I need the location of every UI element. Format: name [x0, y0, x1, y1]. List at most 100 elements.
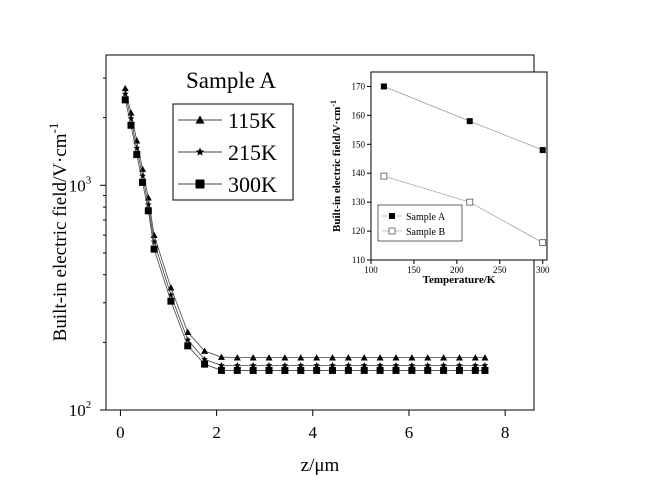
- series-115k-point: [313, 354, 321, 361]
- series-300k-point: [281, 366, 289, 374]
- legend-marker-215k: [195, 147, 205, 156]
- series-300k-point: [392, 366, 400, 374]
- series-115k-point: [144, 194, 152, 201]
- series-115k-point: [265, 354, 273, 361]
- series-300k-point: [249, 366, 257, 374]
- series-300k-point: [408, 366, 416, 374]
- main-x-axis-label: z/μm: [301, 455, 340, 476]
- series-115k-point: [297, 354, 305, 361]
- series-115k-point: [455, 354, 463, 361]
- inset-y-axis-label: Built-in electric field/V·cm-1: [329, 100, 343, 232]
- series-215k-point: [233, 361, 241, 369]
- series-300k-point: [376, 366, 384, 374]
- series-115k-point: [376, 354, 384, 361]
- series-215k-point: [329, 361, 336, 369]
- series-300k-point: [133, 151, 141, 159]
- series-215k-point: [218, 361, 225, 369]
- main-x-tick-label: 4: [309, 423, 318, 442]
- series-115k-point: [281, 354, 289, 361]
- inset-sample-a-point: [466, 118, 473, 125]
- series-115k-point: [360, 354, 368, 361]
- series-115k-point: [408, 354, 416, 361]
- main-legend-title: Sample A: [186, 68, 276, 93]
- inset-y-axis-label-text: Built-in electric field/V·cm: [331, 107, 343, 232]
- inset-sample-b-point: [539, 239, 547, 247]
- main-y-tick-label: 102: [69, 399, 92, 420]
- series-300k-point: [121, 96, 129, 104]
- series-115k-point: [121, 84, 129, 92]
- inset-y-tick-label: 160: [352, 110, 366, 120]
- inset-legend-marker-sample-a: [389, 213, 395, 219]
- series-215k-point: [144, 201, 152, 208]
- main-x-tick-label: 8: [501, 423, 510, 442]
- inset-y-tick-label: 110: [352, 255, 366, 265]
- inset-y-axis-label-exponent: -1: [329, 100, 338, 107]
- main-x-axis: 0 2 4 6 8: [116, 410, 509, 442]
- series-300k-point: [329, 366, 337, 374]
- series-215k-point: [133, 144, 141, 152]
- legend-marker-115k: [195, 115, 205, 124]
- series-300k-point: [201, 360, 209, 368]
- series-215k-point: [392, 361, 400, 369]
- legend-label-215k: 215K: [228, 140, 277, 165]
- series-215k-point: [360, 361, 368, 369]
- series-115k-point: [440, 354, 448, 361]
- series-215k-point: [297, 361, 305, 369]
- series-115k-point: [344, 354, 352, 361]
- main-legend: Sample A 115K 215K 300K: [172, 68, 294, 201]
- inset-sample-b-point: [466, 198, 474, 206]
- series-215k-point: [456, 361, 463, 369]
- series-215k-point: [408, 361, 416, 369]
- main-series-layer: [121, 84, 489, 374]
- inset-x-tick-label: 300: [536, 265, 550, 275]
- series-115k-point: [392, 354, 400, 361]
- main-y-tick-label-base: 10: [69, 401, 86, 420]
- series-300k-point: [471, 366, 479, 374]
- main-y-axis-label: Built-in electric field/V·cm-1: [46, 123, 71, 342]
- series-300k-point: [297, 366, 305, 374]
- series-115k-point: [184, 328, 192, 335]
- series-300k-point: [455, 366, 463, 374]
- inset-sample-a-point: [380, 83, 387, 90]
- inset-legend-marker-sample-b: [388, 227, 396, 235]
- inset-chart: 100 150 200 250 300 110 120 130 140 150 160 170 Te…: [329, 71, 550, 286]
- main-legend-entries: 115K 215K 300K: [178, 108, 277, 197]
- inset-x-axis: 100 150 200 250 300: [364, 260, 550, 275]
- legend-marker-300k: [195, 179, 205, 189]
- series-215k-point: [150, 238, 158, 245]
- series-115k-point: [249, 354, 257, 361]
- main-y-axis-label-text: Built-in electric field/V·cm: [50, 133, 71, 341]
- series-215k-point: [201, 355, 208, 363]
- series-215k-point: [313, 361, 320, 369]
- main-y-tick-label-exponent: 2: [86, 399, 92, 411]
- inset-x-tick-label: 100: [364, 265, 378, 275]
- series-300k-point: [184, 342, 192, 350]
- inset-legend-entries: Sample A Sample B: [382, 212, 446, 238]
- series-115k-point: [481, 354, 489, 361]
- inset-y-axis: 110 120 130 140 150 160 170: [352, 81, 371, 265]
- series-215k-point: [249, 361, 257, 369]
- main-y-axis-label-exponent: -1: [46, 123, 61, 134]
- series-115k-point: [127, 109, 135, 116]
- inset-series-layer: [380, 83, 547, 247]
- series-115k-point: [201, 347, 209, 354]
- series-115k-point: [471, 354, 479, 361]
- series-215k-point: [281, 361, 289, 369]
- inset-x-tick-label: 250: [493, 265, 507, 275]
- inset-y-tick-label: 140: [352, 168, 366, 178]
- series-115k-point: [217, 353, 225, 360]
- main-x-tick-label: 0: [116, 423, 125, 442]
- series-215k-point: [139, 172, 146, 179]
- inset-legend-label-sample-b: Sample B: [406, 227, 445, 238]
- main-x-tick-label: 6: [405, 423, 414, 442]
- series-215k-point: [265, 361, 273, 369]
- inset-y-tick-label: 150: [352, 139, 366, 149]
- series-300k-point: [313, 366, 321, 374]
- series-115k-point: [329, 354, 337, 361]
- series-300k-point: [127, 121, 135, 129]
- series-300k-point: [481, 366, 489, 374]
- series-215k-point: [127, 115, 135, 122]
- series-215k-point: [472, 361, 479, 369]
